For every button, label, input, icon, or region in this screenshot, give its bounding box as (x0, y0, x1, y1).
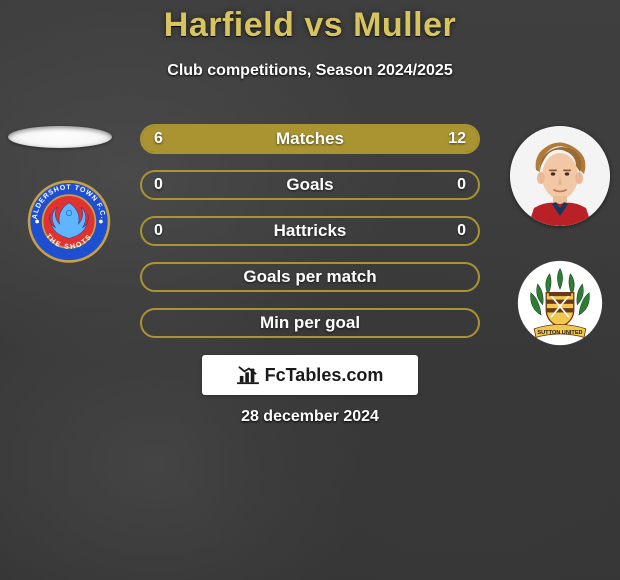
stat-label: Min per goal (142, 310, 478, 336)
player-left-avatar (8, 126, 112, 148)
page-title: Harfield vs Muller (0, 6, 620, 45)
stat-label: Goals (142, 172, 478, 198)
stat-value-right: 0 (457, 172, 466, 198)
stat-value-right: 0 (457, 218, 466, 244)
stat-bars: Matches612Goals00Hattricks00Goals per ma… (140, 124, 480, 354)
date-text: 28 december 2024 (0, 408, 620, 426)
stat-row: Min per goal (140, 308, 480, 338)
stat-fill-right (254, 126, 478, 152)
player-right-name: Muller (353, 6, 456, 44)
stat-fill-left (142, 126, 254, 152)
vs-separator: vs (304, 6, 343, 44)
player-right-avatar (510, 126, 610, 226)
stat-label: Goals per match (142, 264, 478, 290)
subtitle: Club competitions, Season 2024/2025 (0, 62, 620, 80)
stat-row: Hattricks0 0 (140, 216, 480, 246)
stat-row: Matches612 (140, 124, 480, 154)
club-left-crest: ALDERSHOT TOWN F.C. THE SHOTS (20, 179, 118, 264)
stat-row: Goals0 0 (140, 170, 480, 200)
stat-row: Goals per match (140, 262, 480, 292)
stat-label: Hattricks (142, 218, 478, 244)
player-right-avatar-icon (510, 126, 610, 226)
watermark: FcTables.com (202, 355, 418, 395)
club-right-crest: SUTTON UNITED (510, 260, 610, 346)
sutton-crest-icon: SUTTON UNITED (510, 260, 610, 346)
aldershot-crest-icon: ALDERSHOT TOWN F.C. THE SHOTS (20, 179, 118, 264)
stat-value-left: 0 (154, 218, 163, 244)
svg-text:SUTTON UNITED: SUTTON UNITED (537, 330, 582, 336)
player-left-name: Harfield (164, 6, 295, 44)
bar-chart-icon (237, 365, 259, 385)
stat-value-left: 0 (154, 172, 163, 198)
comparison-card: Harfield vs Muller Club competitions, Se… (0, 0, 620, 580)
watermark-text: FcTables.com (265, 365, 384, 386)
